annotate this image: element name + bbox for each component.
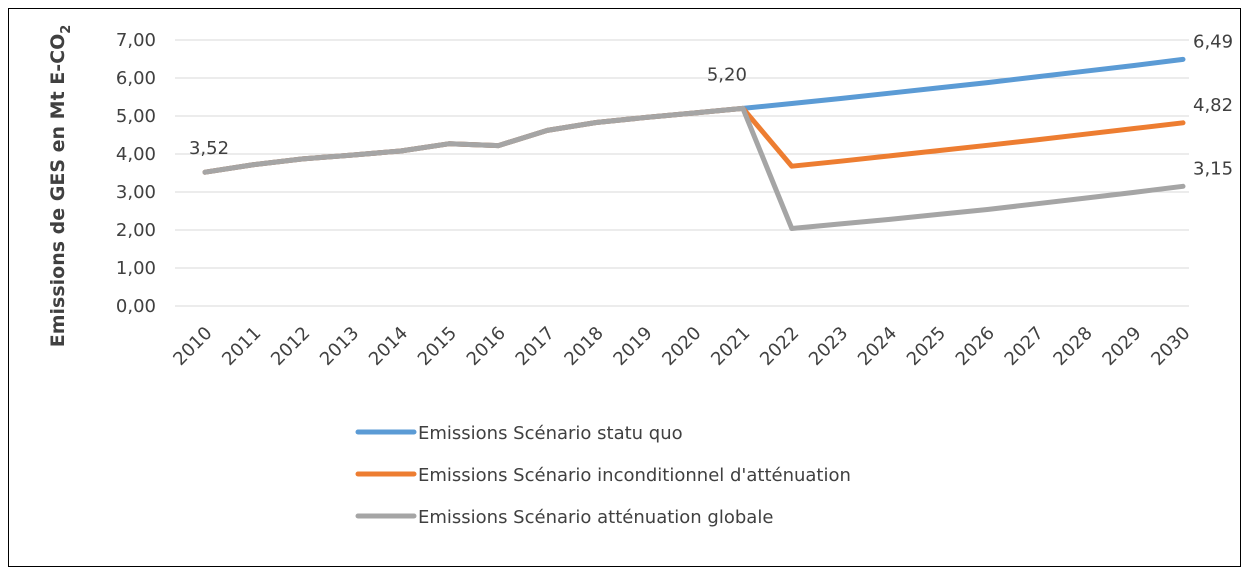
x-tick-label: 2010 [169,323,216,370]
gridlines [175,39,1189,307]
legend-label: Emissions Scénario statu quo [418,423,683,444]
legend: Emissions Scénario statu quo Emissions Sc… [355,423,851,528]
series-line-2 [202,105,1186,175]
x-tick-label: 2014 [365,323,412,370]
x-tick-label: 2022 [756,323,803,370]
y-axis-ticks: 0,00 1,00 2,00 3,00 4,00 5,00 6,00 7,00 [116,30,156,317]
legend-label: Emissions Scénario atténuation globale [418,507,773,528]
x-tick-label: 2013 [316,323,363,370]
data-labels: 3,52 5,20 6,49 4,82 3,15 [189,31,1233,179]
data-label: 6,49 [1193,31,1233,52]
data-label: 4,82 [1193,95,1233,116]
series-line-3 [202,105,1186,231]
series-lines [202,56,1186,231]
y-tick-label: 3,00 [116,182,156,203]
x-tick-label: 2025 [903,323,950,370]
x-tick-label: 2017 [512,323,559,370]
y-tick-label: 7,00 [116,30,156,51]
x-tick-label: 2030 [1147,323,1194,370]
line-chart: 0,001,002,003,004,005,006,007,00 2010 201… [47,25,1233,528]
x-tick-label: 2019 [609,323,656,370]
x-tick-label: 2020 [658,323,705,370]
legend-label: Emissions Scénario inconditionnel d'atté… [418,465,851,486]
x-tick-label: 2026 [952,323,999,370]
x-tick-label: 2012 [267,323,314,370]
x-tick-label: 2016 [463,323,510,370]
x-tick-label: 2028 [1049,323,1096,370]
x-axis-ticks: 2010 2011 2012 2013 2014 2015 2016 2017 2018 2019… [169,323,1194,370]
y-tick-label: 0,00 [116,296,156,317]
x-tick-label: 2023 [805,323,852,370]
x-tick-label: 2024 [854,323,901,370]
data-label: 3,52 [189,138,229,159]
data-label: 3,15 [1193,158,1233,179]
chart-frame: 0,00 1,00 2,00 3,00 4,00 5,00 6,00 7,00 2010 201… [8,8,1241,567]
y-tick-label: 1,00 [116,258,156,279]
y-axis-label: Emissions de GES en Mt E-CO2 [47,25,74,348]
x-tick-label: 2029 [1098,323,1145,370]
data-label: 5,20 [707,64,747,85]
y-tick-label: 2,00 [116,220,156,241]
x-tick-label: 2027 [1001,323,1048,370]
x-tick-label: 2021 [707,323,754,370]
y-tick-label: 6,00 [116,68,156,89]
y-tick-label: 5,00 [116,106,156,127]
x-tick-label: 2018 [560,323,607,370]
x-tick-label: 2011 [218,323,265,370]
y-tick-label: 4,00 [116,144,156,165]
x-tick-label: 2015 [414,323,461,370]
